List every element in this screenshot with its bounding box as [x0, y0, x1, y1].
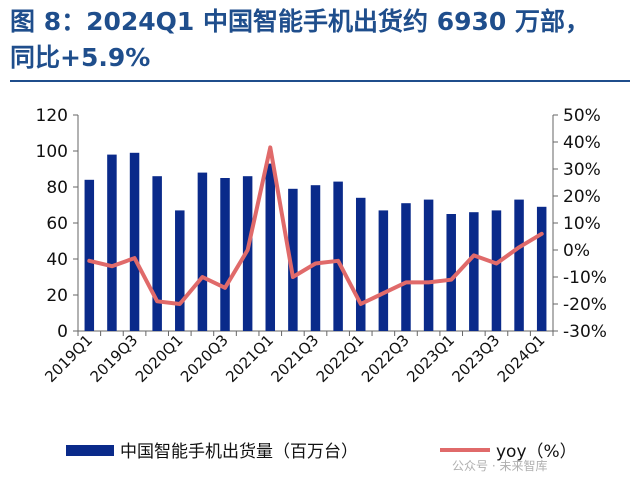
bar-2020Q3 [220, 178, 230, 331]
yoy-point-2020Q4 [246, 248, 250, 252]
yoy-point-2019Q4 [155, 299, 159, 303]
bar-2019Q1 [84, 179, 95, 331]
x-tick-label: 2021Q1 [222, 331, 277, 386]
bar-2022Q1 [355, 197, 366, 331]
yoy-point-2023Q2 [472, 253, 476, 257]
bar-2023Q4 [514, 199, 524, 331]
yoy-point-2023Q4 [517, 245, 521, 249]
x-tick-label: 2021Q3 [268, 331, 323, 386]
right-tick-label: -10% [563, 268, 607, 288]
x-tick-label: 2022Q3 [358, 331, 413, 386]
right-tick-label: 0% [563, 241, 590, 261]
yoy-point-2022Q1 [359, 302, 363, 306]
yoy-point-2020Q1 [178, 302, 182, 306]
bar-2021Q3 [310, 185, 321, 331]
left-tick-label: 60 [46, 214, 68, 234]
yoy-point-2022Q3 [404, 280, 408, 284]
x-tick-label: 2022Q1 [313, 331, 368, 386]
yoy-point-2023Q1 [449, 278, 453, 282]
bar-2024Q1 [536, 206, 547, 331]
yoy-point-2024Q1 [540, 232, 544, 236]
yoy-point-2020Q3 [223, 286, 227, 290]
bar-2021Q4 [333, 181, 343, 331]
bar-2019Q2 [107, 154, 117, 331]
legend-line-label: yoy（%） [496, 442, 577, 462]
yoy-point-2021Q2 [291, 275, 295, 279]
bars-group [84, 152, 547, 331]
bar-2022Q3 [401, 203, 411, 331]
legend-bar-label: 中国智能手机出货量（百万台） [120, 442, 358, 462]
x-tick-label: 2019Q1 [41, 331, 96, 386]
watermark-text: 公众号 · 未来智库 [452, 458, 547, 473]
right-tick-label: 20% [563, 187, 601, 207]
bar-2023Q1 [446, 214, 456, 331]
left-tick-label: 40 [46, 250, 68, 270]
left-tick-label: 80 [46, 178, 68, 198]
yoy-point-2022Q2 [381, 291, 385, 295]
title-divider [10, 80, 630, 82]
chart-title-line1: 图 8：2024Q1 中国智能手机出货约 6930 万部， [10, 7, 591, 36]
right-tick-label: 10% [563, 214, 601, 234]
yoy-point-2020Q2 [200, 275, 204, 279]
right-tick-label: -20% [563, 295, 607, 315]
x-tick-label: 2020Q1 [132, 331, 187, 386]
bar-2023Q3 [491, 210, 502, 331]
yoy-point-2019Q2 [110, 264, 114, 268]
bar-2020Q1 [175, 210, 185, 331]
bar-2021Q2 [288, 188, 298, 331]
bar-2022Q2 [378, 210, 389, 331]
legend: 中国智能手机出货量（百万台） yoy（%） [66, 442, 577, 462]
chart-title: 图 8：2024Q1 中国智能手机出货约 6930 万部， 同比+5.9% [10, 4, 630, 76]
left-tick-label: 120 [36, 106, 68, 126]
right-tick-label: -30% [563, 322, 607, 342]
yoy-point-2023Q3 [494, 262, 498, 265]
bar-2019Q3 [129, 152, 140, 331]
right-tick-label: 40% [563, 133, 601, 153]
x-tick-label: 2023Q1 [403, 331, 458, 386]
x-tick-label: 2024Q1 [494, 331, 549, 386]
bar-2023Q2 [469, 212, 479, 331]
bar-2020Q2 [197, 172, 208, 331]
chart-title-line2: 同比+5.9% [10, 43, 151, 72]
yoy-point-2022Q4 [427, 280, 431, 284]
x-tick-label: 2023Q3 [448, 331, 503, 386]
bar-2022Q4 [423, 199, 434, 331]
yoy-point-2021Q1 [268, 145, 272, 149]
left-tick-label: 100 [36, 142, 68, 162]
yoy-point-2021Q4 [336, 259, 340, 263]
left-tick-label: 0 [57, 322, 68, 342]
legend-bar-swatch [66, 445, 114, 456]
yoy-point-2019Q1 [87, 259, 91, 263]
yoy-line-group [87, 145, 544, 306]
yoy-point-2019Q3 [133, 256, 137, 260]
right-tick-label: 30% [563, 160, 601, 180]
yoy-point-2021Q3 [314, 262, 317, 265]
bar-2019Q4 [152, 176, 162, 331]
x-tick-label: 2020Q3 [177, 331, 232, 386]
right-tick-label: 50% [563, 106, 601, 126]
x-tick-label: 2019Q3 [87, 331, 142, 386]
bar-2021Q1 [265, 163, 276, 331]
left-tick-label: 20 [46, 286, 68, 306]
